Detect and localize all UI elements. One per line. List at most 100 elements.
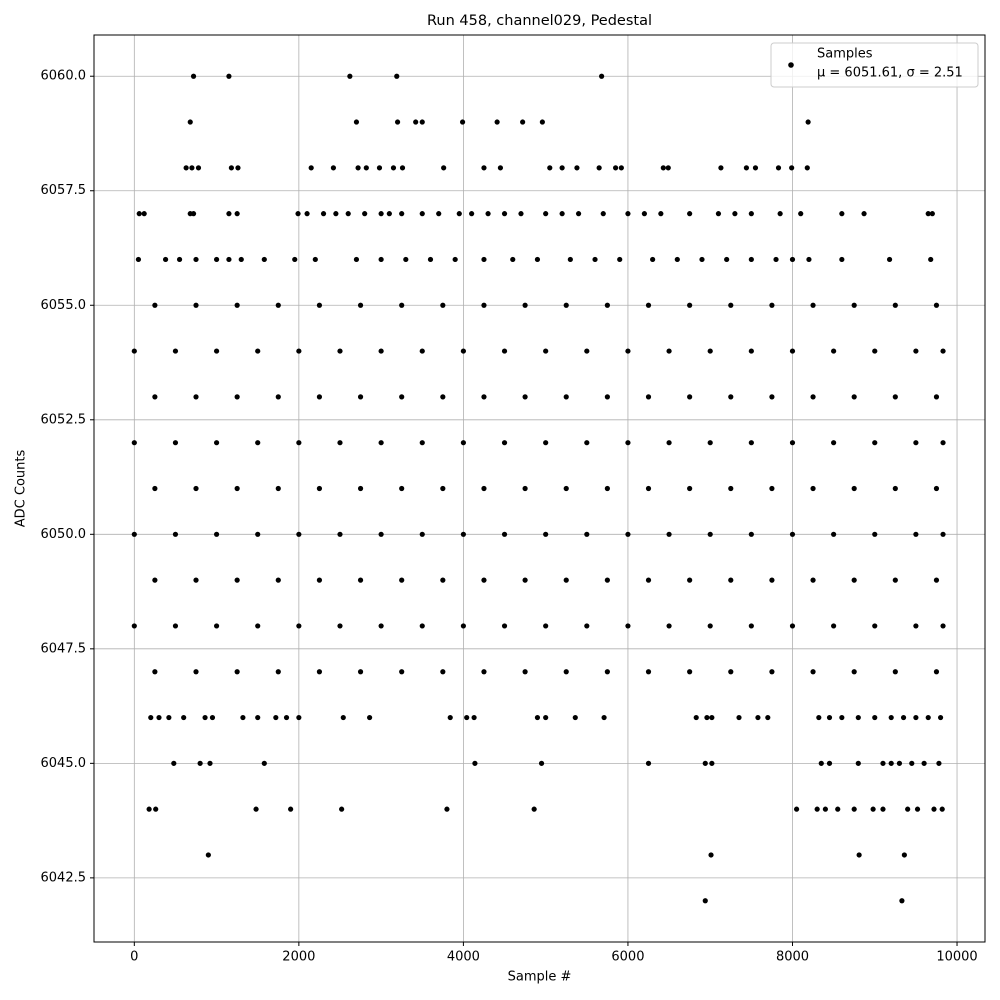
data-point (925, 714, 931, 721)
data-point (213, 623, 220, 629)
data-point (255, 348, 261, 354)
data-point (399, 485, 405, 492)
data-point (769, 394, 775, 400)
data-point (816, 714, 822, 721)
data-point (826, 714, 833, 721)
data-point (213, 256, 220, 263)
data-point (543, 211, 549, 217)
data-point (131, 623, 137, 629)
data-point (599, 73, 605, 79)
data-point (152, 669, 158, 675)
chart-title: Run 458, channel029, Pedestal (427, 13, 652, 29)
data-point (355, 165, 361, 171)
data-point (856, 852, 862, 858)
data-point (255, 531, 261, 537)
data-point (584, 623, 590, 629)
data-point (789, 256, 796, 263)
data-point (193, 256, 199, 263)
data-point (171, 760, 177, 766)
data-point (378, 256, 384, 263)
data-point (563, 485, 569, 492)
data-point (940, 348, 946, 354)
data-point (308, 165, 314, 171)
data-point (888, 760, 894, 766)
data-point (156, 714, 162, 721)
data-point (234, 211, 240, 217)
data-point (320, 211, 327, 217)
data-point (353, 256, 360, 263)
data-point (481, 394, 487, 400)
data-point (913, 348, 919, 354)
data-point (275, 394, 281, 400)
data-point (789, 440, 796, 446)
data-point (732, 211, 738, 217)
data-point (153, 806, 159, 812)
y-tick-label: 6045.0 (41, 756, 87, 771)
data-point (604, 577, 610, 583)
data-point (913, 531, 919, 537)
data-point (543, 440, 549, 446)
data-point (892, 302, 898, 308)
data-point (399, 165, 406, 171)
data-point (666, 348, 672, 354)
data-point (645, 394, 652, 400)
data-point (855, 714, 861, 721)
data-point (752, 165, 759, 171)
data-point (888, 714, 894, 721)
data-point (238, 256, 244, 263)
data-point (501, 623, 508, 629)
data-point (563, 577, 569, 583)
data-point (485, 211, 491, 217)
data-point (481, 256, 487, 263)
data-point (921, 760, 927, 766)
data-point (931, 806, 937, 812)
data-point (851, 577, 857, 583)
data-point (357, 302, 364, 308)
data-point (296, 531, 302, 537)
data-point (436, 211, 442, 217)
data-point (316, 485, 323, 492)
data-point (748, 531, 754, 537)
data-point (148, 714, 154, 721)
data-point (913, 440, 919, 446)
data-point (584, 348, 590, 354)
data-point (501, 211, 508, 217)
data-point (810, 485, 816, 492)
data-point (131, 348, 137, 354)
data-point (748, 348, 754, 354)
data-point (851, 485, 857, 492)
y-tick-label: 6050.0 (41, 527, 87, 542)
data-point (447, 714, 453, 721)
data-point (522, 485, 528, 492)
data-point (531, 806, 537, 812)
data-point (567, 256, 573, 263)
data-point (261, 760, 267, 766)
data-point (839, 256, 845, 263)
data-point (702, 898, 708, 904)
data-point (481, 669, 487, 675)
data-point (709, 760, 715, 766)
data-point (520, 119, 526, 125)
data-point (831, 440, 837, 446)
data-point (702, 760, 708, 766)
data-point (419, 531, 425, 537)
data-point (855, 760, 861, 766)
data-point (440, 577, 446, 583)
data-point (765, 714, 771, 721)
data-point (914, 806, 921, 812)
data-point (419, 348, 425, 354)
legend: Samples μ = 6051.61, σ = 2.51 (770, 42, 979, 88)
data-point (460, 623, 466, 629)
data-point (625, 623, 631, 629)
data-point (399, 211, 405, 217)
data-point (940, 623, 946, 629)
data-point (481, 485, 487, 492)
data-point (213, 440, 220, 446)
data-point (804, 165, 810, 171)
data-point (172, 440, 179, 446)
data-point (861, 211, 867, 217)
data-point (296, 623, 302, 629)
data-point (687, 211, 693, 217)
data-point (522, 669, 528, 675)
data-point (572, 714, 578, 721)
